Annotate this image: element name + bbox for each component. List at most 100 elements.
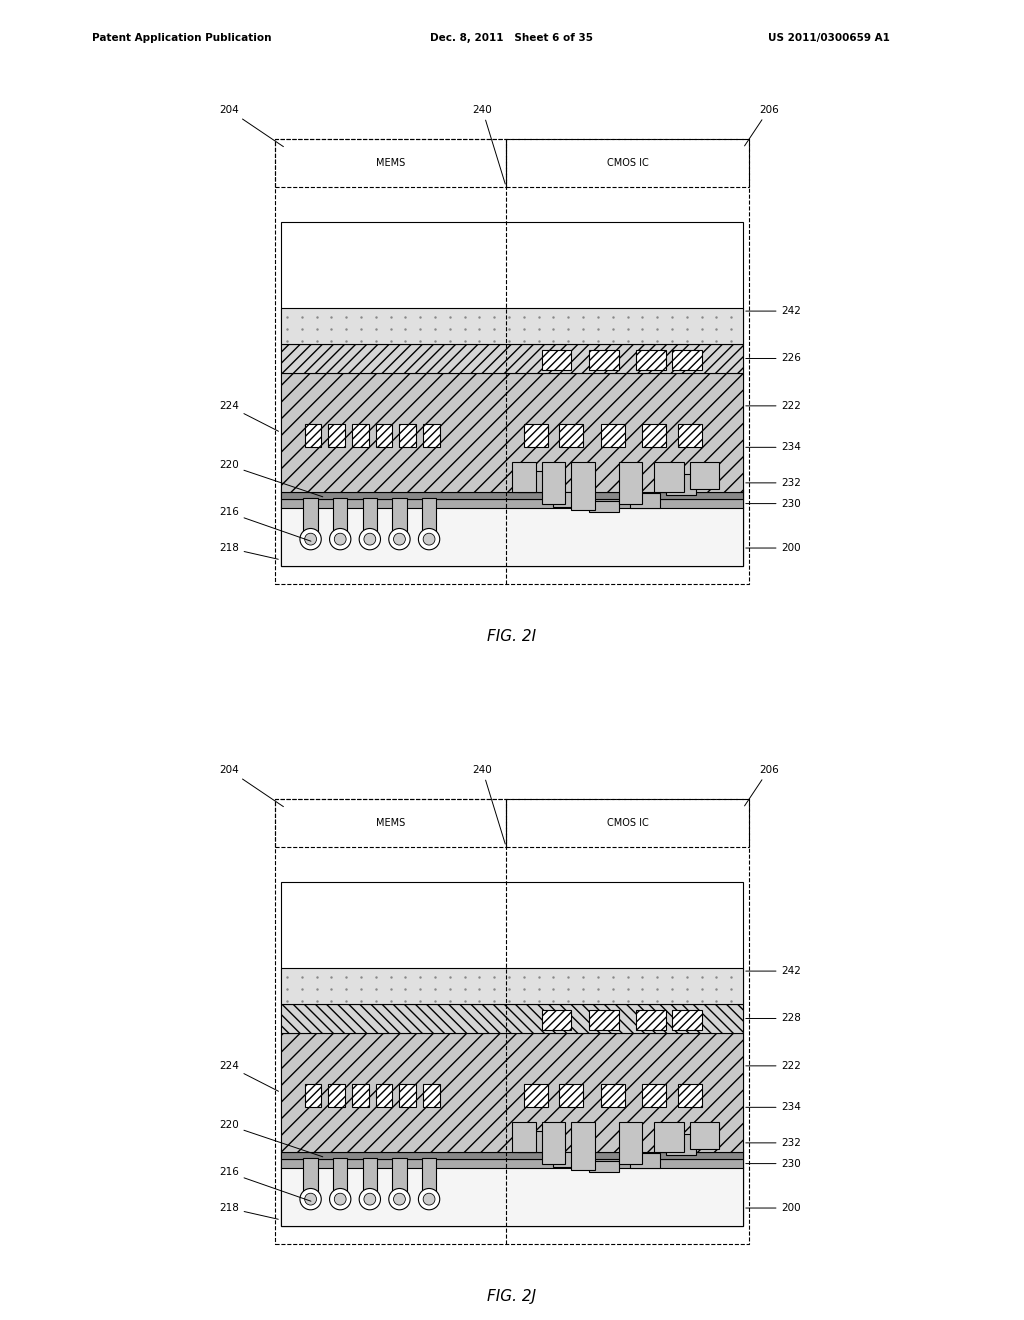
- Text: 224: 224: [219, 401, 279, 432]
- Circle shape: [393, 533, 406, 545]
- Bar: [281, 512, 743, 566]
- Text: 204: 204: [219, 764, 284, 807]
- Bar: [362, 498, 377, 536]
- Text: FIG. 2I: FIG. 2I: [487, 630, 537, 644]
- Bar: [618, 1122, 642, 1164]
- Circle shape: [419, 1188, 439, 1210]
- Bar: [423, 1084, 439, 1107]
- Bar: [303, 1158, 317, 1196]
- Bar: [654, 462, 684, 492]
- Bar: [281, 374, 743, 492]
- Bar: [281, 968, 743, 1003]
- Text: 232: 232: [745, 478, 802, 488]
- Bar: [559, 1084, 583, 1107]
- Bar: [281, 343, 743, 374]
- Bar: [690, 1122, 719, 1148]
- Bar: [642, 424, 666, 447]
- Bar: [542, 350, 571, 371]
- Text: 206: 206: [744, 764, 778, 807]
- Bar: [422, 498, 436, 536]
- Bar: [281, 1159, 743, 1168]
- Circle shape: [330, 528, 351, 550]
- Circle shape: [423, 533, 435, 545]
- Circle shape: [359, 1188, 381, 1210]
- Bar: [281, 1152, 743, 1159]
- Text: FIG. 2J: FIG. 2J: [487, 1290, 537, 1304]
- Bar: [333, 498, 347, 536]
- Circle shape: [419, 528, 439, 550]
- Circle shape: [389, 528, 411, 550]
- Bar: [542, 1010, 571, 1031]
- Bar: [281, 1160, 743, 1172]
- Bar: [275, 140, 506, 186]
- Bar: [518, 471, 548, 492]
- Bar: [305, 1084, 322, 1107]
- Bar: [275, 800, 506, 846]
- Text: 242: 242: [745, 966, 802, 975]
- Bar: [281, 500, 743, 512]
- Bar: [636, 1010, 666, 1031]
- Bar: [559, 424, 583, 447]
- Text: 200: 200: [745, 1203, 801, 1213]
- Circle shape: [305, 533, 316, 545]
- Bar: [399, 1084, 416, 1107]
- Circle shape: [330, 1188, 351, 1210]
- Circle shape: [300, 1188, 322, 1210]
- Bar: [422, 1158, 436, 1196]
- Text: 206: 206: [744, 104, 778, 147]
- Bar: [571, 1122, 595, 1170]
- Text: 218: 218: [219, 1203, 279, 1220]
- Text: 240: 240: [472, 104, 505, 183]
- Bar: [352, 424, 369, 447]
- Bar: [281, 1003, 743, 1034]
- Bar: [506, 800, 749, 846]
- Bar: [690, 462, 719, 488]
- Text: 234: 234: [745, 1102, 802, 1113]
- Bar: [631, 1152, 660, 1168]
- Text: 200: 200: [745, 543, 801, 553]
- Bar: [376, 424, 392, 447]
- Circle shape: [305, 1193, 316, 1205]
- Bar: [542, 462, 565, 504]
- Bar: [553, 1152, 583, 1167]
- Bar: [281, 882, 743, 1226]
- Bar: [362, 1158, 377, 1196]
- Circle shape: [334, 1193, 346, 1205]
- Text: Dec. 8, 2011   Sheet 6 of 35: Dec. 8, 2011 Sheet 6 of 35: [430, 33, 593, 44]
- Bar: [333, 1158, 347, 1196]
- Text: US 2011/0300659 A1: US 2011/0300659 A1: [768, 33, 890, 44]
- Text: MEMS: MEMS: [376, 158, 406, 168]
- Bar: [275, 140, 749, 583]
- Bar: [666, 474, 695, 495]
- Text: Patent Application Publication: Patent Application Publication: [92, 33, 271, 44]
- Bar: [631, 492, 660, 508]
- Bar: [672, 1010, 701, 1031]
- Text: 220: 220: [219, 461, 323, 496]
- Bar: [666, 1134, 695, 1155]
- Text: 230: 230: [745, 499, 801, 508]
- Text: CMOS IC: CMOS IC: [606, 158, 648, 168]
- Bar: [589, 500, 618, 512]
- Bar: [281, 507, 743, 566]
- Text: 222: 222: [745, 1061, 802, 1071]
- Bar: [281, 1034, 743, 1152]
- Bar: [542, 1122, 565, 1164]
- Bar: [601, 424, 625, 447]
- Text: 226: 226: [745, 354, 802, 363]
- Bar: [618, 462, 642, 504]
- Bar: [654, 1122, 684, 1152]
- Bar: [601, 1084, 625, 1107]
- Bar: [399, 424, 416, 447]
- Bar: [392, 498, 407, 536]
- Text: 228: 228: [745, 1014, 802, 1023]
- Text: 242: 242: [745, 306, 802, 315]
- Bar: [589, 1010, 618, 1031]
- Bar: [329, 424, 345, 447]
- Bar: [281, 1172, 743, 1226]
- Text: 234: 234: [745, 442, 802, 453]
- Bar: [376, 1084, 392, 1107]
- Bar: [678, 424, 701, 447]
- Text: 216: 216: [219, 1167, 311, 1201]
- Text: 232: 232: [745, 1138, 802, 1148]
- Bar: [678, 1084, 701, 1107]
